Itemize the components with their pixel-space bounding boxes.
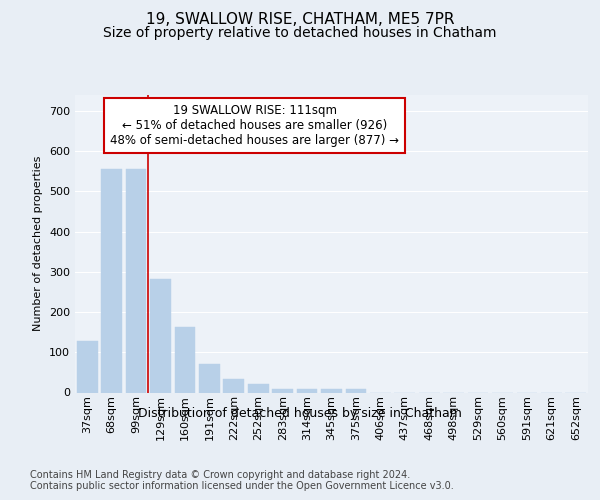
Y-axis label: Number of detached properties: Number of detached properties bbox=[34, 156, 43, 332]
Bar bbox=[248, 384, 269, 392]
Bar bbox=[150, 278, 171, 392]
Bar bbox=[125, 168, 146, 392]
Bar bbox=[199, 364, 220, 392]
Text: Contains HM Land Registry data © Crown copyright and database right 2024.: Contains HM Land Registry data © Crown c… bbox=[30, 470, 410, 480]
Text: 19 SWALLOW RISE: 111sqm
← 51% of detached houses are smaller (926)
48% of semi-d: 19 SWALLOW RISE: 111sqm ← 51% of detache… bbox=[110, 104, 399, 147]
Bar bbox=[101, 168, 122, 392]
Text: Contains public sector information licensed under the Open Government Licence v3: Contains public sector information licen… bbox=[30, 481, 454, 491]
Bar bbox=[77, 341, 98, 392]
Bar bbox=[175, 327, 196, 392]
Bar bbox=[321, 389, 342, 392]
Text: Size of property relative to detached houses in Chatham: Size of property relative to detached ho… bbox=[103, 26, 497, 40]
Text: 19, SWALLOW RISE, CHATHAM, ME5 7PR: 19, SWALLOW RISE, CHATHAM, ME5 7PR bbox=[146, 12, 454, 28]
Bar bbox=[223, 379, 244, 392]
Bar bbox=[296, 389, 317, 392]
Bar bbox=[272, 389, 293, 392]
Bar bbox=[346, 390, 367, 392]
Text: Distribution of detached houses by size in Chatham: Distribution of detached houses by size … bbox=[138, 408, 462, 420]
